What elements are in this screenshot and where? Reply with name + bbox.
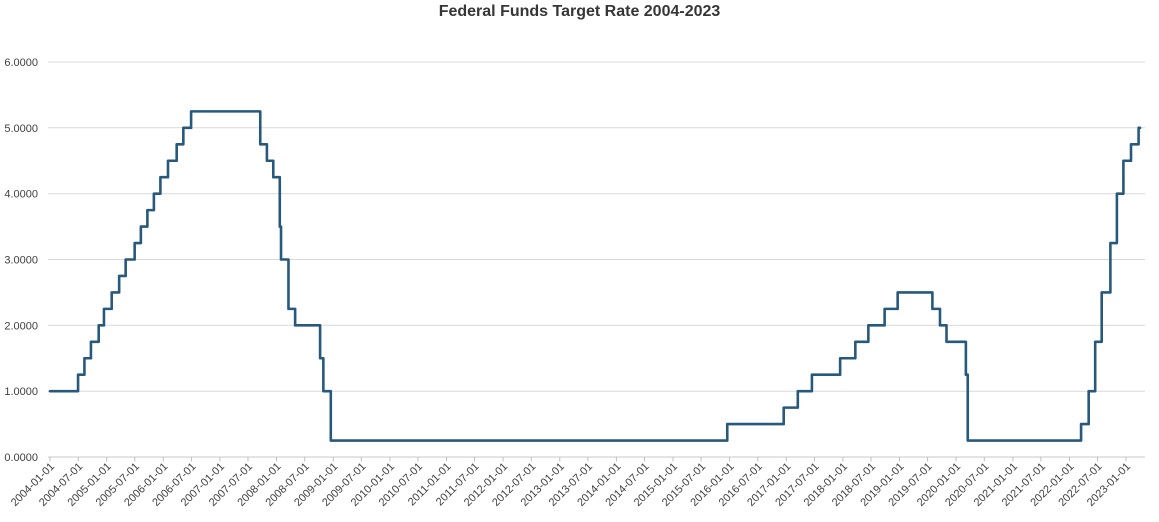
chart-title: Federal Funds Target Rate 2004-2023 [438, 3, 721, 20]
y-axis-tick-label: 5.0000 [4, 123, 38, 135]
y-axis-tick-label: 3.0000 [4, 255, 38, 267]
y-axis-tick-label: 2.0000 [4, 320, 38, 332]
y-axis-tick-label: 1.0000 [4, 386, 38, 398]
y-axis-tick-label: 4.0000 [4, 189, 38, 201]
y-axis-tick-label: 6.0000 [4, 57, 38, 69]
y-axis-tick-label: 0.0000 [4, 452, 38, 464]
rate-line [48, 110, 1142, 442]
